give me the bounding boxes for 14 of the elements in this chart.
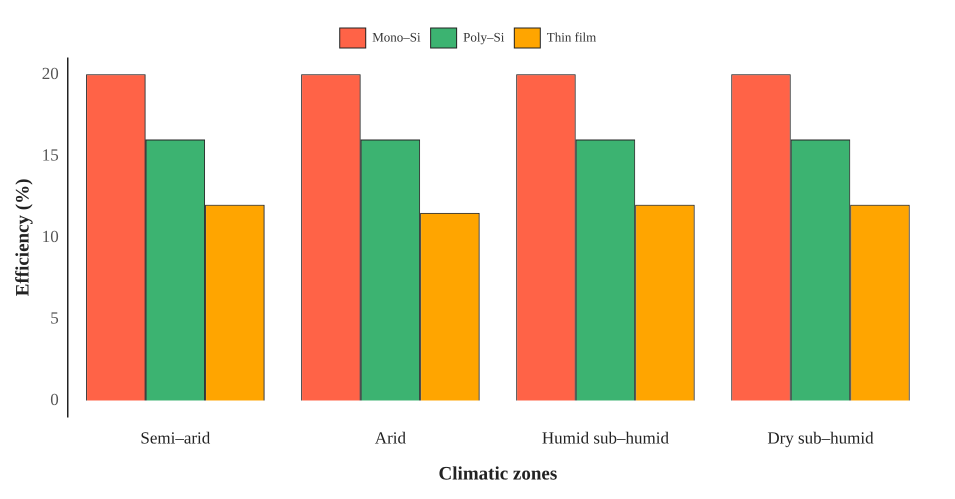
y-tick-label: 20 [42, 64, 59, 83]
legend-label: Mono–Si [372, 29, 422, 44]
x-tick-label: Arid [374, 428, 406, 448]
x-tick-label: Semi–arid [140, 428, 211, 448]
x-tick-label: Humid sub–humid [542, 428, 670, 448]
y-tick-label: 5 [50, 308, 59, 328]
y-tick-label: 0 [50, 390, 59, 409]
y-tick-label: 10 [42, 226, 59, 246]
legend-label: Poly–Si [463, 29, 505, 44]
y-axis-title: Efficiency (%) [12, 178, 34, 296]
legend-label: Thin film [546, 29, 596, 44]
x-axis-title: Climatic zones [438, 464, 558, 485]
x-tick-label: Dry sub–humid [767, 428, 874, 448]
y-tick-label: 15 [42, 145, 59, 164]
